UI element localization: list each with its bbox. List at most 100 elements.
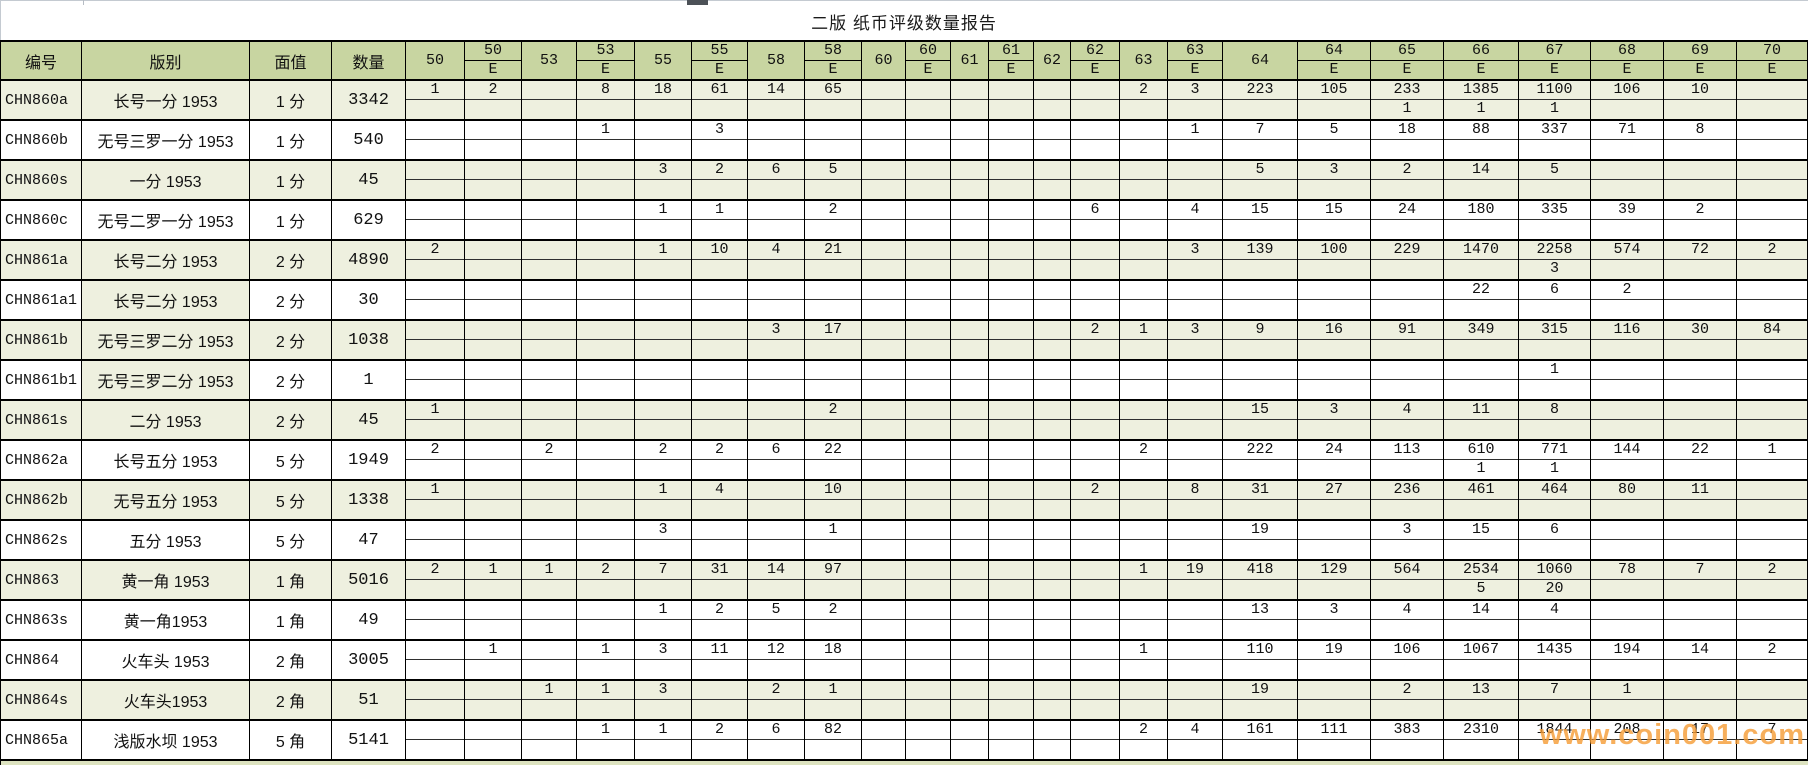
version-cell: 无号三罗一分 1953 — [82, 121, 250, 159]
grade-cell-68E: 116 — [1591, 321, 1664, 359]
grade-cell-67E: 6 — [1519, 281, 1591, 319]
quantity-cell: 1338 — [332, 481, 406, 519]
grade-value-sub — [1071, 180, 1119, 199]
grade-value-sub — [1120, 220, 1167, 239]
grade-cell-55 — [635, 121, 692, 159]
grade-cell-62E: 6 — [1071, 201, 1120, 239]
grade-value-main — [406, 161, 464, 180]
grade-value-sub — [862, 660, 905, 679]
grade-value-main — [522, 161, 576, 180]
grade-value-main: 65 — [805, 81, 861, 100]
grade-value-sub — [1664, 660, 1736, 679]
table-row-CHN862a: CHN862a 长号五分 1953 5 分 1949 2 2 2 2 6 22 2 222 24 113 6… — [1, 441, 1808, 481]
grade-value-main — [1168, 161, 1222, 180]
grade-cell-50E — [465, 521, 522, 559]
grade-value-sub — [692, 380, 747, 399]
spreadsheet-gridline-remnant-left — [0, 0, 1, 40]
grade-cell-61 — [951, 601, 989, 639]
grade-value-sub — [635, 340, 691, 359]
grade-value-main — [1298, 281, 1370, 300]
grade-value-main — [748, 121, 804, 140]
grade-value-sub — [406, 540, 464, 559]
grade-cell-65E: 4 — [1371, 601, 1444, 639]
grade-value-sub — [406, 500, 464, 519]
grade-value-sub — [1034, 740, 1070, 759]
grade-cell-62 — [1034, 81, 1071, 119]
grade-cell-61E — [989, 281, 1034, 319]
grade-value-main — [1664, 681, 1736, 700]
row-id-cell: CHN861s — [1, 401, 82, 439]
grade-value-main: 24 — [1371, 201, 1443, 220]
grade-cell-63 — [1120, 121, 1168, 159]
grade-cell-64E: 27 — [1298, 481, 1371, 519]
grade-value-main — [1071, 281, 1119, 300]
grade-value-main: 337 — [1519, 121, 1590, 140]
grade-value-sub — [1120, 620, 1167, 639]
grade-value-sub — [465, 620, 521, 639]
grade-value-sub — [1519, 660, 1590, 679]
grade-value-sub — [1120, 580, 1167, 599]
version-cell: 火车头1953 — [82, 681, 250, 719]
header-cell-id: 编号 — [1, 42, 82, 79]
grade-cell-65E — [1371, 361, 1444, 399]
table-row-CHN864s: CHN864s 火车头1953 2 角 51 1 1 3 2 1 19 2 13 7 1 — [1, 681, 1808, 721]
grade-value-sub — [805, 700, 861, 719]
grade-value-main: 1470 — [1444, 241, 1518, 260]
grade-value-main: 2 — [406, 561, 464, 580]
grade-value-sub — [1120, 460, 1167, 479]
grade-value-main: 1 — [577, 681, 634, 700]
grade-value-sub — [1664, 580, 1736, 599]
grade-value-sub — [1737, 340, 1807, 359]
grade-value-main: 39 — [1591, 201, 1663, 220]
grade-value-sub — [1371, 460, 1443, 479]
grade-value-sub — [577, 700, 634, 719]
grade-value-main: 7 — [1737, 721, 1807, 740]
grade-value-main — [406, 201, 464, 220]
grade-value-sub — [1223, 540, 1297, 559]
grade-cell-67E: 1060 20 — [1519, 561, 1591, 599]
row-id-cell: CHN860a — [1, 81, 82, 119]
grade-cell-68E — [1591, 601, 1664, 639]
grade-value-main — [522, 401, 576, 420]
version-cell: 火车头 1953 — [82, 641, 250, 679]
grade-value-main — [465, 161, 521, 180]
grade-value-main — [1034, 81, 1070, 100]
grade-value-sub — [748, 220, 804, 239]
grade-value-main — [1120, 601, 1167, 620]
grade-cell-62E — [1071, 561, 1120, 599]
grade-value-sub: 1 — [1549, 100, 1559, 117]
grade-value-sub — [906, 740, 950, 759]
grade-value-sub — [1120, 700, 1167, 719]
version-cell: 黄一角1953 — [82, 601, 250, 639]
grade-cell-55 — [635, 361, 692, 399]
grade-cell-61E — [989, 321, 1034, 359]
grade-value-sub — [1371, 660, 1443, 679]
grade-value-main: 106 — [1591, 81, 1663, 100]
grade-cell-63E: 8 — [1168, 481, 1223, 519]
quantity-cell: 45 — [332, 401, 406, 439]
grade-value-sub — [577, 300, 634, 319]
grade-cell-53E — [577, 321, 635, 359]
grade-value-main — [906, 521, 950, 540]
grade-cell-55: 1 — [635, 201, 692, 239]
grade-cell-58: 4 — [748, 241, 805, 279]
grade-value-sub — [577, 220, 634, 239]
row-id-cell: CHN863s — [1, 601, 82, 639]
grade-cell-53 — [522, 601, 577, 639]
header-cell-grade-67E: 67 E — [1519, 42, 1591, 79]
grade-value-sub — [465, 700, 521, 719]
grade-value-main: 7 — [635, 561, 691, 580]
grade-value-sub — [805, 460, 861, 479]
grade-cell-60E — [906, 641, 951, 679]
grade-value-main: 1 — [577, 121, 634, 140]
grade-value-sub — [522, 460, 576, 479]
grade-value-main: 15 — [1223, 201, 1297, 220]
grade-cell-55E — [692, 521, 748, 559]
grade-value-main — [862, 81, 905, 100]
grade-cell-50: 1 — [406, 481, 465, 519]
grade-value-sub — [1371, 140, 1443, 159]
grade-value-sub — [406, 220, 464, 239]
grade-value-sub — [906, 300, 950, 319]
grade-cell-62E — [1071, 161, 1120, 199]
row-id-cell: CHN861b1 — [1, 361, 82, 399]
